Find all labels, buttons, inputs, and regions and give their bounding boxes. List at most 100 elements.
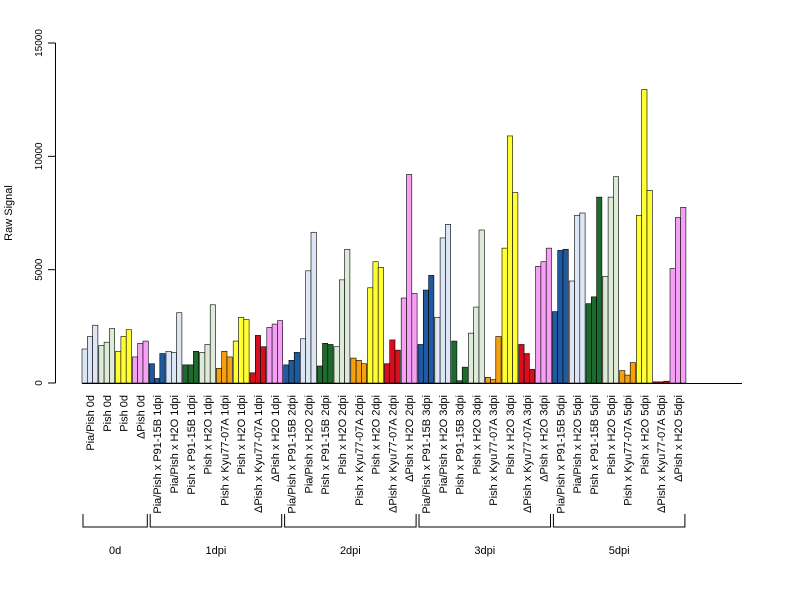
y-tick-label: 10000 [34, 142, 45, 170]
bar [271, 323, 278, 384]
bar [434, 316, 441, 384]
bar [255, 335, 261, 384]
x-tick-label: Pia/Pish x H2O 3dpi [438, 395, 450, 493]
time-group-bracket [552, 514, 686, 528]
bar [552, 311, 559, 384]
time-group-label: 5dpi [609, 545, 630, 557]
bar [148, 363, 155, 384]
bar [557, 250, 564, 384]
bar [154, 378, 161, 384]
x-tick-label: Pish x P91-15B 1dpi [186, 395, 198, 495]
time-group-bracket [284, 514, 417, 528]
x-tick-label: Pish x H2O 1dpi [203, 395, 215, 474]
bar [159, 353, 166, 384]
bar [137, 343, 144, 384]
bar [596, 196, 603, 384]
time-group-brackets: 0d 1dpi 2dpi 3dpi 5dpi [82, 514, 686, 557]
bar [646, 190, 653, 384]
x-tick-label: Pish 0d [102, 395, 114, 432]
bar [473, 306, 480, 384]
bar [204, 344, 211, 384]
x-tick-label: Pia/Pish x H2O 1dpi [169, 395, 181, 493]
bar [361, 363, 367, 384]
bar [249, 372, 256, 384]
bar [322, 343, 329, 384]
x-tick-label: Pia/Pish x H2O 5dpi [572, 395, 584, 493]
bar [209, 304, 216, 384]
bar [288, 360, 295, 384]
bar [590, 296, 597, 384]
bar [300, 338, 306, 384]
bar [574, 214, 581, 384]
bar [652, 381, 659, 384]
bar [602, 276, 609, 384]
x-tick-label: ΔPish x Kyu77-07A 1dpi [253, 395, 265, 513]
x-tick-label: Pish x H2O 2dpi [337, 395, 349, 474]
y-axis: 0 5000 10000 15000 [34, 29, 56, 386]
bar [384, 363, 390, 384]
bar [226, 356, 233, 384]
x-tick-label: ΔPish x H2O 1dpi [270, 395, 282, 482]
bar [439, 237, 446, 384]
bar [585, 303, 592, 384]
bar [305, 270, 312, 384]
bar [478, 229, 485, 384]
time-group-bracket [418, 514, 551, 528]
bar [350, 357, 357, 384]
bar [445, 224, 451, 384]
bar [193, 350, 199, 384]
bar [277, 320, 283, 384]
bar [490, 379, 497, 384]
bar [338, 279, 345, 384]
bar [182, 364, 189, 384]
bar [103, 341, 110, 384]
bar [518, 344, 525, 384]
bar [221, 350, 228, 384]
y-axis-label: Raw Signal [3, 185, 15, 241]
bar [199, 352, 206, 384]
x-tick-label: Pia/Pish x P91-15B 3dpi [421, 395, 433, 514]
bar [344, 248, 351, 384]
x-tick-label: Pish x Kyu77-07A 3dpi [488, 395, 500, 506]
bar [607, 196, 614, 384]
x-tick-label: ΔPish x H2O 3dpi [539, 395, 551, 482]
bar [529, 369, 536, 384]
bar [663, 380, 670, 384]
bar [377, 267, 384, 384]
x-tick-label: Pia/Pish 0d [85, 395, 97, 451]
x-tick-label: Pish x H2O 5dpi [639, 395, 651, 474]
bar [535, 265, 542, 384]
bar [142, 340, 149, 384]
bar [461, 366, 468, 384]
bar [176, 312, 183, 384]
bar [132, 356, 138, 384]
x-tick-label: Pish x Kyu77-07A 5dpi [623, 395, 635, 506]
time-group-label: 0d [109, 545, 121, 557]
x-tick-label: Pish 0d [119, 395, 131, 432]
bar [613, 176, 620, 384]
bar [484, 377, 491, 384]
bar [629, 362, 636, 384]
x-tick-label: Pish x H2O 5dpi [606, 395, 618, 474]
bar [372, 261, 379, 384]
x-tick-label: ΔPish x Kyu77-07A 2dpi [387, 395, 399, 513]
bar [422, 289, 429, 384]
bar [506, 135, 513, 384]
y-tick-label: 0 [34, 380, 45, 386]
bar [120, 336, 127, 384]
bar [512, 192, 519, 384]
bar [468, 332, 474, 384]
x-tick-label: Pia/Pish x P91-15B 2dpi [287, 395, 299, 514]
x-tick-label: Pish x P91-15B 3dpi [455, 395, 467, 495]
bar [568, 280, 575, 384]
x-tick-label: Pish x H2O 3dpi [471, 395, 483, 474]
bar [400, 297, 407, 384]
bar [232, 340, 239, 384]
bar [451, 340, 458, 384]
x-tick-label: ΔPish x H2O 5dpi [673, 395, 685, 482]
bar [669, 268, 676, 384]
bar [523, 353, 530, 384]
bar [624, 374, 631, 384]
bar [316, 365, 323, 384]
bar [165, 350, 172, 384]
